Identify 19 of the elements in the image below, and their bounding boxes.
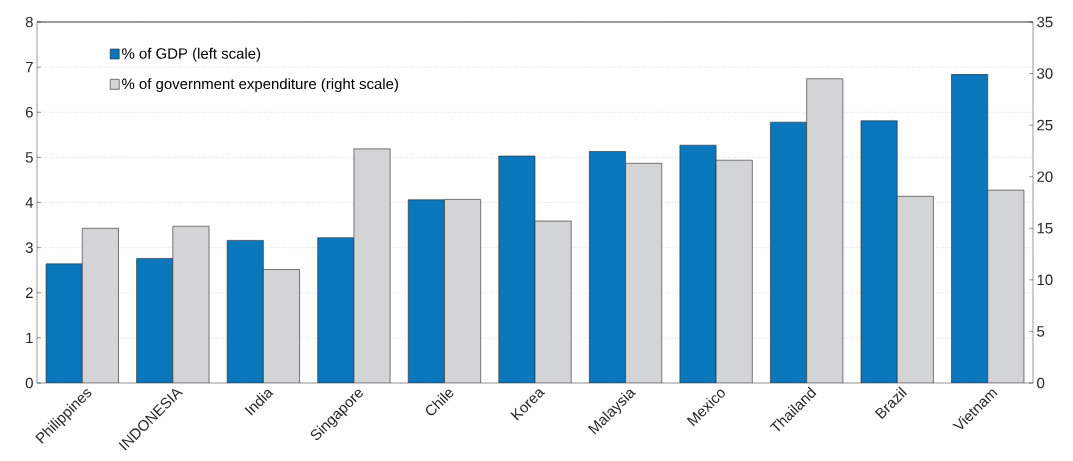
y-tick-label: 1 xyxy=(26,332,33,344)
y2-tick-label: 30 xyxy=(1037,68,1053,79)
y-tick-label: 5 xyxy=(25,152,33,163)
legend-label: % of GDP (left scale) xyxy=(122,47,261,62)
y-tick-label: 2 xyxy=(25,287,33,298)
y2-tick-label: 20 xyxy=(1037,171,1053,182)
y-tick-label: 4 xyxy=(25,197,34,208)
y2-tick-label: 0 xyxy=(1037,377,1045,389)
y2-tick-label: 35 xyxy=(1037,16,1053,28)
y2-tick-label: 10 xyxy=(1037,274,1053,286)
y2-tick-label: 5 xyxy=(1037,326,1045,337)
y-tick-label: 3 xyxy=(25,242,33,253)
y2-tick-label: 15 xyxy=(1037,223,1053,234)
y-tick-label: 7 xyxy=(25,61,33,73)
y2-tick-label: 25 xyxy=(1037,119,1053,131)
legend-label: % of government expenditure (right scale) xyxy=(122,78,398,93)
y-tick-label: 8 xyxy=(25,16,33,28)
y-tick-label: 6 xyxy=(25,106,33,118)
y-tick-label: 0 xyxy=(25,377,33,389)
